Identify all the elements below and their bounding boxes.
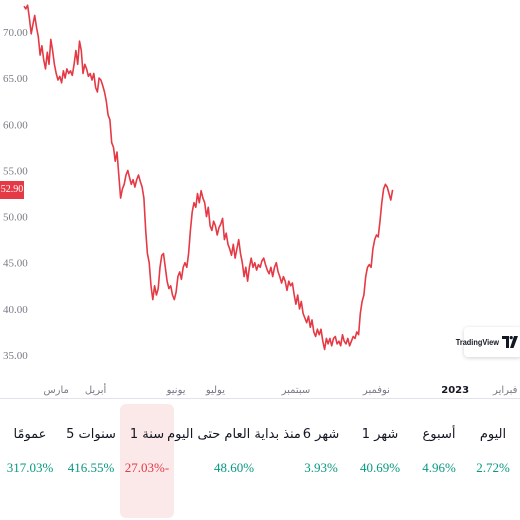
perf-period-0[interactable]: عمومًا 317.03% bbox=[6, 404, 54, 518]
perf-period-value: 3.93% bbox=[304, 460, 338, 475]
perf-period-label: 1 شهر bbox=[361, 427, 399, 442]
perf-period-4[interactable]: 6 شهر 3.93% bbox=[296, 404, 346, 518]
perf-period-value: 4.96% bbox=[422, 460, 456, 475]
perf-period-value: 317.03% bbox=[6, 460, 54, 475]
price-chart-svg[interactable]: 70.00 65.00 60.00 55.00 50.00 45.00 40.00 35.00… bbox=[0, 0, 520, 400]
x-tick-label: يونيو bbox=[166, 385, 186, 396]
x-tick-label: سبتمبر bbox=[281, 385, 311, 396]
y-tick-label: 65.00 bbox=[3, 73, 28, 85]
perf-period-label: 1 سنة bbox=[129, 427, 165, 442]
price-line bbox=[23, 4, 394, 351]
tradingview-logo-icon bbox=[502, 336, 518, 348]
perf-period-6[interactable]: أسبوع 4.96% bbox=[412, 404, 466, 518]
y-tick-label: 60.00 bbox=[3, 119, 28, 131]
y-tick-label: 35.00 bbox=[3, 350, 28, 362]
x-tick-label: أبريل bbox=[85, 383, 107, 396]
perf-period-3[interactable]: منذ بداية العام حتى اليوم 48.60% bbox=[167, 404, 301, 518]
perf-period-value: 416.55% bbox=[67, 460, 115, 475]
divider bbox=[0, 398, 520, 399]
perf-period-1[interactable]: 5 سنوات 416.55% bbox=[62, 404, 120, 518]
y-axis: 70.00 65.00 60.00 55.00 50.00 45.00 40.00 35.00 bbox=[3, 27, 28, 362]
y-tick-label: 55.00 bbox=[3, 165, 28, 177]
y-tick-label: 40.00 bbox=[3, 304, 28, 316]
tradingview-wordmark: TradingView bbox=[455, 337, 499, 347]
price-chart[interactable]: 70.00 65.00 60.00 55.00 50.00 45.00 40.00 35.00… bbox=[0, 0, 520, 400]
perf-period-label: اليوم bbox=[479, 427, 507, 442]
perf-period-label: 5 سنوات bbox=[66, 427, 116, 442]
perf-period-7[interactable]: اليوم 2.72% bbox=[470, 404, 516, 518]
perf-period-value: 48.60% bbox=[213, 460, 255, 475]
perf-period-label: 6 شهر bbox=[302, 427, 340, 442]
last-price-tag: 52.90 bbox=[0, 180, 24, 199]
y-tick-label: 70.00 bbox=[3, 27, 28, 39]
perf-period-value: 27.03%- bbox=[124, 460, 170, 475]
perf-period-label: أسبوع bbox=[422, 427, 456, 442]
x-tick-label: 2023 bbox=[441, 385, 469, 396]
x-tick-label: مارس bbox=[43, 385, 68, 396]
perf-period-2[interactable]: 1 سنة 27.03%- bbox=[120, 404, 174, 518]
perf-period-5[interactable]: 1 شهر 40.69% bbox=[352, 404, 408, 518]
tradingview-logo-badge[interactable]: TradingView bbox=[456, 327, 520, 357]
y-tick-label: 45.00 bbox=[3, 258, 28, 270]
x-tick-label: فبراير bbox=[492, 385, 518, 396]
perf-period-label: عمومًا bbox=[13, 427, 47, 442]
perf-period-value: 40.69% bbox=[359, 460, 401, 475]
x-tick-label: نوفمبر bbox=[362, 385, 390, 396]
x-tick-label: يوليو bbox=[205, 385, 225, 396]
y-tick-label: 50.00 bbox=[3, 212, 28, 224]
perf-period-value: 2.72% bbox=[476, 460, 510, 475]
performance-periods: عمومًا 317.03% 5 سنوات 416.55% 1 سنة 27.03%- م… bbox=[0, 404, 520, 518]
x-axis: مارس أبريل يونيو يوليو سبتمبر نوفمبر 2023 فبراي… bbox=[43, 383, 517, 396]
perf-period-label: منذ بداية العام حتى اليوم bbox=[167, 427, 301, 442]
